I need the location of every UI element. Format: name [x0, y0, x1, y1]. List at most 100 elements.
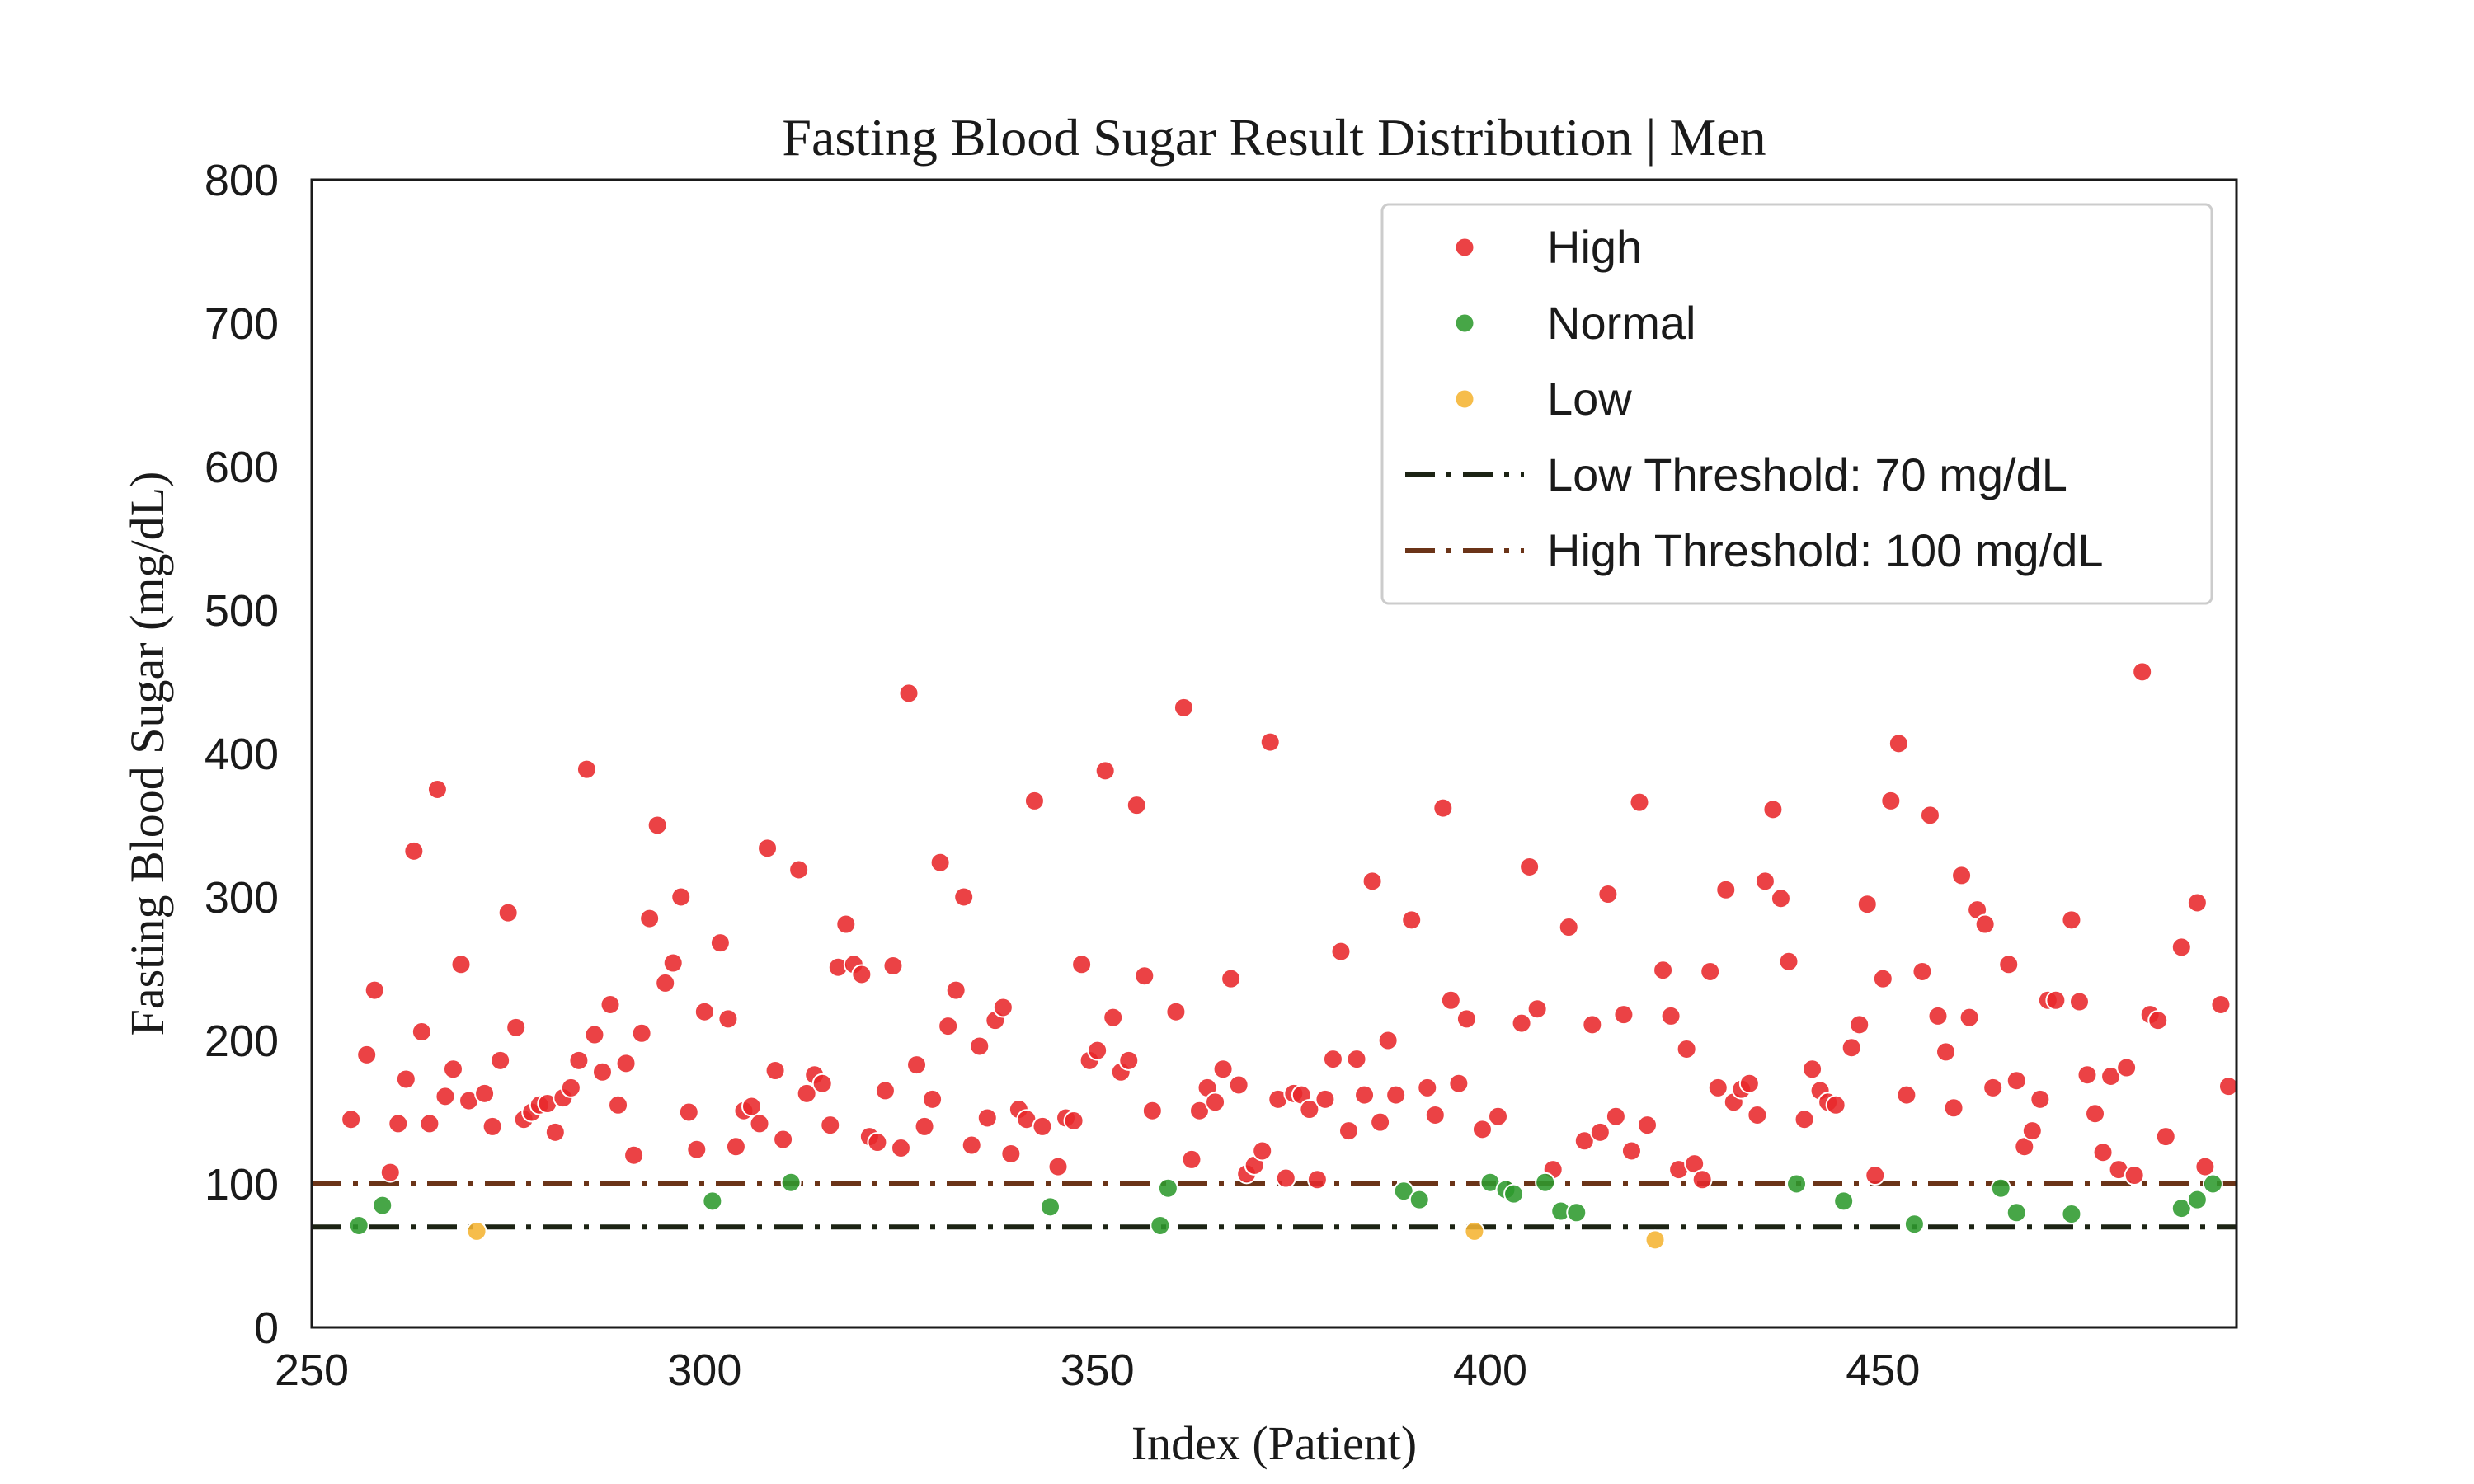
point-high-2	[364, 979, 385, 1001]
point-low-1	[1464, 1220, 1485, 1242]
point-normal-15	[1786, 1173, 1808, 1195]
point-high-170	[1825, 1094, 1846, 1115]
point-normal-6	[1157, 1177, 1178, 1199]
legend-label-3: Low Threshold: 70 mg/dL	[1547, 448, 2067, 500]
point-high-157	[1715, 879, 1737, 900]
point-high-36	[647, 815, 668, 836]
legend-marker-1	[1454, 312, 1475, 334]
legend-label-0: High	[1547, 221, 1642, 273]
point-high-55	[811, 1073, 833, 1094]
x-axis-label: Index (Patient)	[1131, 1416, 1417, 1470]
point-high-31	[608, 1094, 629, 1115]
point-high-100	[1188, 1100, 1210, 1121]
point-high-11	[442, 1059, 463, 1080]
point-high-68	[914, 1115, 935, 1137]
point-normal-23	[2202, 1173, 2223, 1195]
point-high-3	[379, 1162, 401, 1183]
point-high-7	[411, 1021, 432, 1043]
point-high-205	[2132, 661, 2153, 683]
point-high-148	[1637, 1115, 1658, 1136]
point-high-89	[1087, 1040, 1108, 1061]
point-high-166	[1794, 1109, 1815, 1130]
point-high-209	[2171, 937, 2192, 958]
point-high-93	[1118, 1050, 1140, 1071]
legend-marker-2	[1454, 388, 1475, 410]
point-normal-4	[1039, 1196, 1061, 1218]
point-high-111	[1275, 1167, 1296, 1189]
point-high-97	[1165, 1001, 1187, 1022]
point-normal-16	[1833, 1190, 1855, 1212]
point-high-199	[2085, 1103, 2106, 1125]
point-normal-5	[1150, 1214, 1171, 1236]
y-tick-label: 800	[205, 156, 279, 205]
point-high-180	[1919, 805, 1940, 826]
point-high-65	[890, 1138, 911, 1158]
y-axis-ticks: 0 100 200 300 400 500 600 700 800	[205, 156, 279, 1353]
point-high-8	[419, 1113, 440, 1134]
point-high-5	[395, 1068, 416, 1090]
point-high-193	[2030, 1088, 2051, 1110]
point-high-132	[1456, 1008, 1477, 1030]
point-high-73	[953, 886, 975, 908]
point-high-164	[1770, 888, 1791, 909]
point-high-183	[1943, 1097, 1964, 1119]
point-high-102	[1205, 1092, 1226, 1113]
point-high-198	[2077, 1064, 2098, 1086]
point-high-156	[1707, 1077, 1729, 1098]
point-high-128	[1424, 1104, 1446, 1125]
point-high-75	[969, 1036, 990, 1057]
point-high-154	[1691, 1169, 1713, 1190]
point-high-71	[938, 1016, 959, 1037]
y-axis-label: Fasting Blood Sugar (mg/dL)	[120, 472, 174, 1036]
point-high-32	[615, 1053, 637, 1074]
point-high-49	[757, 838, 778, 859]
point-high-90	[1094, 760, 1116, 782]
point-high-178	[1896, 1084, 1917, 1106]
point-high-63	[874, 1080, 896, 1101]
point-normal-21	[2171, 1198, 2192, 1219]
x-tick-label: 350	[1061, 1345, 1135, 1395]
point-high-213	[2218, 1076, 2239, 1097]
point-high-129	[1432, 797, 1454, 819]
point-high-201	[2100, 1066, 2122, 1087]
point-high-150	[1660, 1005, 1681, 1026]
point-high-76	[976, 1107, 998, 1129]
x-tick-label: 250	[275, 1345, 349, 1395]
point-high-67	[906, 1054, 928, 1076]
point-high-146	[1620, 1140, 1642, 1162]
point-high-135	[1511, 1012, 1532, 1034]
point-high-189	[1998, 954, 2020, 975]
point-high-176	[1880, 790, 1902, 811]
point-low-0	[466, 1220, 487, 1242]
y-tick-label: 600	[205, 443, 279, 492]
point-high-9	[426, 779, 448, 800]
point-high-6	[403, 840, 425, 862]
legend-label-2: Low	[1547, 373, 1632, 425]
point-high-15	[482, 1115, 503, 1137]
point-high-94	[1126, 795, 1147, 816]
point-normal-14	[1566, 1202, 1587, 1223]
point-high-175	[1872, 968, 1893, 989]
point-high-117	[1322, 1049, 1343, 1070]
point-high-133	[1471, 1119, 1493, 1140]
point-high-60	[851, 964, 872, 985]
point-high-56	[820, 1115, 841, 1136]
point-high-122	[1362, 871, 1383, 892]
point-high-25	[560, 1077, 581, 1098]
point-high-144	[1605, 1106, 1626, 1127]
point-high-74	[961, 1134, 982, 1156]
point-high-39	[670, 886, 692, 908]
point-high-44	[717, 1008, 739, 1030]
point-high-50	[764, 1060, 786, 1082]
point-high-28	[584, 1024, 605, 1045]
point-high-114	[1299, 1099, 1320, 1120]
point-high-167	[1802, 1059, 1823, 1080]
point-high-204	[2124, 1165, 2145, 1186]
point-high-91	[1103, 1007, 1124, 1028]
point-high-27	[576, 758, 597, 780]
series-high	[341, 661, 2239, 1190]
point-high-29	[591, 1061, 613, 1082]
point-high-149	[1653, 960, 1674, 981]
legend-box	[1380, 203, 2213, 605]
point-high-160	[1738, 1073, 1760, 1094]
